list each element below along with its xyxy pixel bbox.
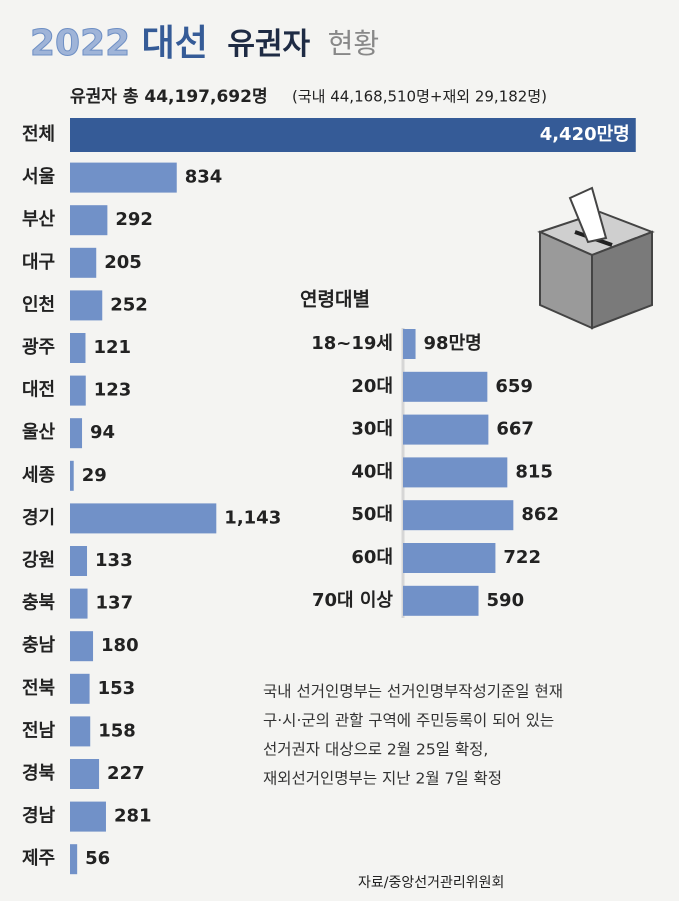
value-label: 4,420만명 [540,124,630,145]
total-voters: 유권자 총 44,197,692명 [70,87,268,107]
bar [403,329,416,359]
value-label: 227 [107,763,145,784]
bar [70,759,100,789]
category-label: 서울 [22,167,55,188]
category-label: 50대 [351,504,393,525]
category-label: 40대 [351,461,393,482]
source: 자료/중앙선거관리위원회 [358,875,504,891]
value-label: 94 [90,422,115,443]
bar [403,457,508,488]
value-label: 1,143 [224,507,281,528]
category-label: 경기 [22,507,55,528]
bar [70,716,91,747]
bar [70,460,74,491]
bar [70,162,177,193]
bar [70,205,108,236]
value-label: 292 [115,209,153,230]
bar [403,414,489,445]
category-label: 전북 [22,678,55,699]
bar [403,543,496,573]
note: 국내 선거인명부는 선거인명부작성기준일 현재구·시·군의 관할 구역에 주민등… [263,683,563,788]
category-label: 세종 [22,465,55,486]
bar [70,801,106,832]
title-year: 2022 [30,23,130,64]
value-label: 180 [101,635,139,656]
value-label: 815 [515,461,553,482]
value-label: 252 [110,294,148,315]
category-label: 전남 [22,720,56,741]
value-label: 281 [114,806,152,827]
bar [70,333,86,363]
bar [70,503,217,534]
note-line: 선거권자 대상으로 2월 25일 확정, [263,741,488,759]
bar [70,118,636,152]
bar [70,844,78,875]
value-label: 590 [487,590,525,611]
category-label: 강원 [22,550,55,571]
category-label: 70대 이상 [312,590,393,611]
title-election: 대선 [142,23,208,64]
category-label: 대구 [22,252,55,273]
value-label: 153 [98,678,136,699]
category-label: 20대 [351,376,393,397]
category-label: 경북 [22,763,55,784]
value-label: 121 [93,337,131,358]
value-label: 862 [521,504,559,525]
category-label: 충북 [22,593,55,614]
value-label: 205 [104,252,142,273]
age-chart-title: 연령대별 [300,289,370,311]
note-line: 국내 선거인명부는 선거인명부작성기준일 현재 [263,683,563,701]
voter-breakdown: (국내 44,168,510명+재외 29,182명) [292,88,547,106]
bar [70,673,90,704]
ballot-box-icon [537,186,655,330]
bar [403,585,479,616]
value-label: 98만명 [424,333,482,354]
title-status: 현황 [328,27,380,60]
category-label: 울산 [22,422,56,443]
bar [70,375,86,406]
value-label: 667 [496,419,534,440]
title: 2022 대선 유권자 현황 [30,23,379,64]
category-label: 60대 [351,547,393,568]
category-label: 제주 [22,848,55,869]
value-label: 659 [495,376,533,397]
value-label: 722 [503,547,541,568]
value-label: 123 [94,380,132,401]
value-label: 834 [185,167,223,188]
bar [70,290,103,321]
bar [70,418,83,449]
bar [403,371,488,402]
value-label: 133 [95,550,133,571]
note-line: 구·시·군의 관할 구역에 주민등록이 되어 있는 [263,712,554,730]
category-label: 전체 [22,124,55,145]
bar [70,247,97,278]
value-label: 56 [85,848,110,869]
category-label: 인천 [22,294,55,315]
category-label: 부산 [22,209,56,230]
bar [403,500,514,531]
value-label: 29 [82,465,107,486]
category-label: 18~19세 [311,333,393,354]
category-label: 충남 [22,635,56,656]
category-label: 30대 [351,419,393,440]
bar [70,588,88,619]
bar [70,546,88,576]
title-voters: 유권자 [227,27,310,62]
bar [70,631,94,662]
value-label: 158 [98,720,136,741]
value-label: 137 [96,593,134,614]
category-label: 광주 [22,337,55,358]
category-label: 경남 [22,806,56,827]
category-label: 대전 [22,380,55,401]
note-line: 재외선거인명부는 지난 2월 7일 확정 [263,770,502,788]
